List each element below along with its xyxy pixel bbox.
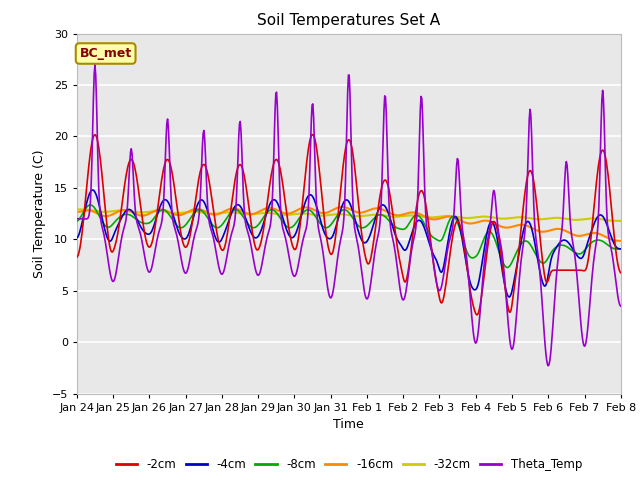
Y-axis label: Soil Temperature (C): Soil Temperature (C) [33,149,46,278]
Legend: -2cm, -4cm, -8cm, -16cm, -32cm, Theta_Temp: -2cm, -4cm, -8cm, -16cm, -32cm, Theta_Te… [111,454,587,476]
Text: BC_met: BC_met [79,47,132,60]
Title: Soil Temperatures Set A: Soil Temperatures Set A [257,13,440,28]
X-axis label: Time: Time [333,418,364,431]
